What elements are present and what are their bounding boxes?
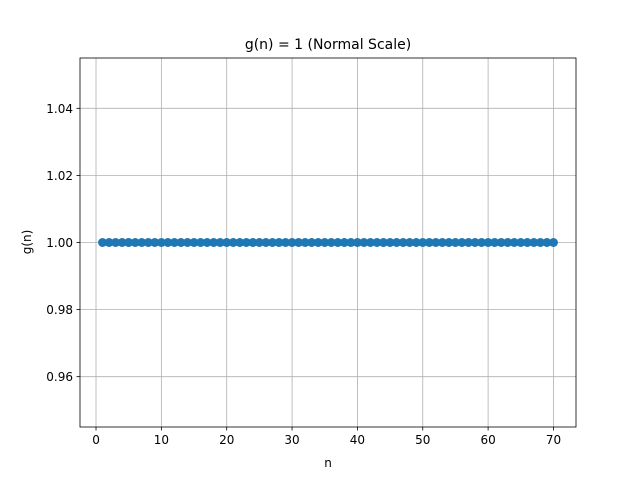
- data-point: [130, 238, 140, 247]
- data-point: [320, 238, 330, 247]
- data-point: [150, 238, 160, 247]
- data-point: [228, 238, 238, 247]
- data-point: [98, 238, 108, 247]
- data-point: [516, 238, 526, 247]
- data-point: [470, 238, 480, 247]
- y-axis: 0.96 0.98 1.00 1.02 1.04: [46, 102, 80, 384]
- data-point: [385, 238, 395, 247]
- data-point: [281, 238, 291, 247]
- data-point: [222, 238, 232, 247]
- data-point: [431, 238, 441, 247]
- data-point: [418, 238, 428, 247]
- data-point: [359, 238, 369, 247]
- data-point: [104, 238, 114, 247]
- data-point: [457, 238, 467, 247]
- y-tick-label: 1.02: [46, 169, 73, 183]
- data-point: [124, 238, 134, 247]
- data-point: [241, 238, 251, 247]
- x-tick-label: 50: [415, 433, 430, 447]
- data-point: [202, 238, 212, 247]
- data-point: [313, 238, 323, 247]
- x-axis: 0 10 20 30 40 50 60 70: [92, 427, 561, 447]
- data-point: [522, 238, 532, 247]
- data-point: [392, 238, 402, 247]
- x-tick-label: 60: [480, 433, 495, 447]
- data-point: [111, 238, 121, 247]
- data-point: [248, 238, 258, 247]
- x-tick-label: 20: [219, 433, 234, 447]
- data-point: [464, 238, 474, 247]
- data-point: [379, 238, 389, 247]
- data-point: [352, 238, 362, 247]
- data-point: [209, 238, 219, 247]
- x-tick-label: 0: [92, 433, 100, 447]
- data-point: [333, 238, 343, 247]
- data-point: [339, 238, 349, 247]
- data-point: [300, 238, 310, 247]
- data-point: [117, 238, 127, 247]
- data-point: [189, 238, 199, 247]
- data-point: [156, 238, 166, 247]
- chart-title: g(n) = 1 (Normal Scale): [245, 37, 411, 53]
- data-point: [215, 238, 225, 247]
- data-point: [294, 238, 304, 247]
- data-point: [405, 238, 415, 247]
- data-point: [496, 238, 506, 247]
- data-point: [398, 238, 408, 247]
- x-tick-label: 10: [154, 433, 169, 447]
- y-tick-label: 0.96: [46, 370, 73, 384]
- data-point: [182, 238, 192, 247]
- data-point: [267, 238, 277, 247]
- data-point: [548, 238, 558, 247]
- data-point: [529, 238, 539, 247]
- data-point: [169, 238, 179, 247]
- data-point: [235, 238, 245, 247]
- y-tick-label: 1.00: [46, 236, 73, 250]
- data-point: [137, 238, 147, 247]
- data-point: [326, 238, 336, 247]
- data-point: [503, 238, 513, 247]
- data-point: [424, 238, 434, 247]
- y-axis-label: g(n): [20, 230, 34, 255]
- data-point: [411, 238, 421, 247]
- data-point: [365, 238, 375, 247]
- data-point: [254, 238, 264, 247]
- data-point: [483, 238, 493, 247]
- x-tick-label: 40: [350, 433, 365, 447]
- data-series: [98, 238, 558, 247]
- data-point: [163, 238, 173, 247]
- x-tick-label: 30: [284, 433, 299, 447]
- y-tick-label: 1.04: [46, 102, 73, 116]
- data-point: [287, 238, 297, 247]
- data-point: [274, 238, 284, 247]
- y-tick-label: 0.98: [46, 303, 73, 317]
- x-axis-label: n: [324, 456, 332, 470]
- data-point: [196, 238, 206, 247]
- data-point: [542, 238, 552, 247]
- data-point: [509, 238, 519, 247]
- data-point: [477, 238, 487, 247]
- data-point: [176, 238, 186, 247]
- data-point: [346, 238, 356, 247]
- data-point: [437, 238, 447, 247]
- data-point: [261, 238, 271, 247]
- data-point: [444, 238, 454, 247]
- data-point: [372, 238, 382, 247]
- data-point: [535, 238, 545, 247]
- data-point: [143, 238, 153, 247]
- x-tick-label: 70: [546, 433, 561, 447]
- data-point: [307, 238, 317, 247]
- data-point: [450, 238, 460, 247]
- data-point: [490, 238, 500, 247]
